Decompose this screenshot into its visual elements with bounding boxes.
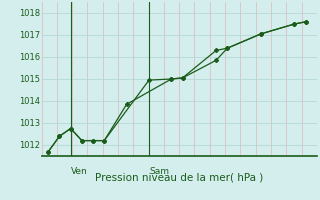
X-axis label: Pression niveau de la mer( hPa ): Pression niveau de la mer( hPa ) [95, 173, 263, 183]
Text: Sam: Sam [149, 167, 169, 176]
Text: Ven: Ven [71, 167, 87, 176]
